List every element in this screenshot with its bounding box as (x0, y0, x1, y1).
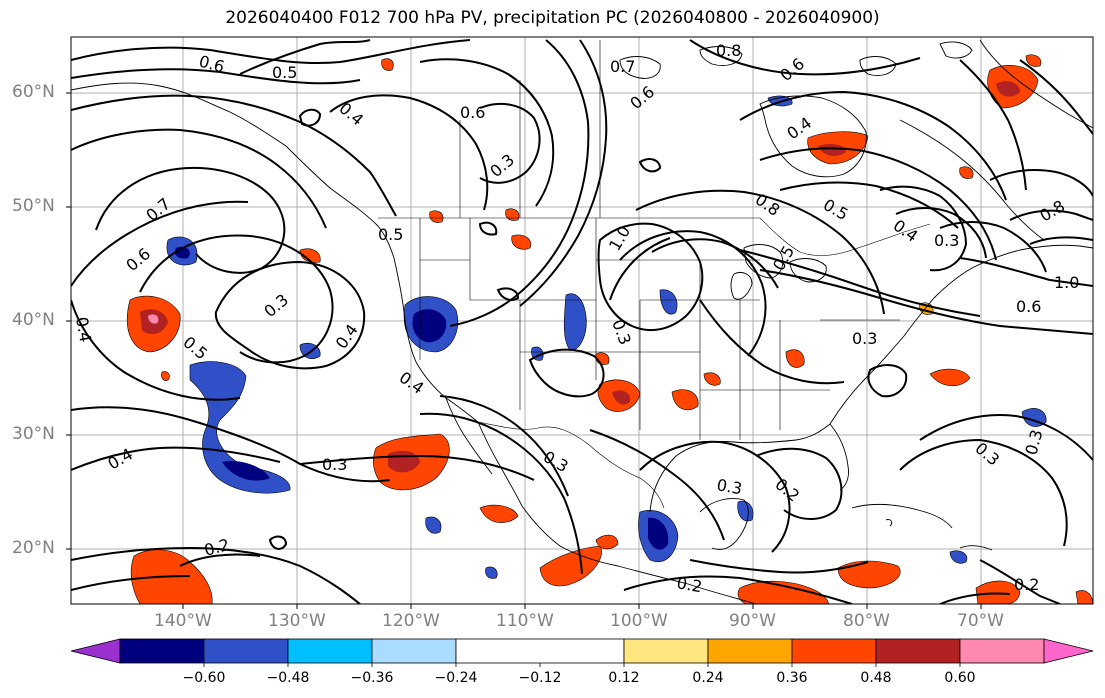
colorbar-segment (623, 638, 709, 664)
precip-region (1025, 54, 1042, 67)
precip-region (612, 390, 631, 405)
contour-label: 0.2 (675, 573, 703, 596)
precip-region (959, 166, 974, 179)
contour-label: 0.4 (72, 315, 95, 343)
axis-ticks (66, 92, 982, 609)
colorbar-label: −0.36 (350, 670, 394, 686)
precip-shading (126, 54, 1093, 604)
colorbar-label: −0.48 (266, 670, 310, 686)
colorbar (70, 638, 1094, 667)
map-title: 2026040400 F012 700 hPa PV, precipitatio… (225, 8, 880, 28)
lon-label: 90°W (729, 611, 776, 631)
precip-region (703, 372, 721, 386)
precip-region (189, 361, 291, 494)
precip-region (949, 550, 968, 564)
colorbar-segment (455, 638, 625, 664)
colorbar-label: −0.12 (518, 670, 562, 686)
precip-region (222, 460, 270, 481)
precip-region (161, 371, 170, 381)
lon-label: 140°W (154, 611, 212, 631)
precip-region (648, 517, 669, 550)
contour-label: 0.3 (322, 455, 347, 474)
colorbar-label: −0.60 (182, 670, 226, 686)
precip-region (737, 500, 754, 522)
lat-label: 50°N (12, 196, 55, 216)
lon-label: 80°W (843, 611, 890, 631)
lat-label: 30°N (12, 424, 55, 444)
contour-label: 0.3 (715, 475, 743, 498)
precip-region (929, 368, 971, 387)
colorbar-segment (791, 638, 877, 664)
precip-region (425, 516, 442, 534)
colorbar-segment (875, 638, 961, 664)
precip-region (659, 289, 678, 315)
contour-label: 0.6 (460, 103, 485, 122)
colorbar-segment (70, 638, 121, 664)
contour-label: 0.2 (1014, 575, 1039, 594)
contour-label: 0.7 (610, 57, 635, 76)
precip-region (505, 208, 520, 221)
precip-region (837, 560, 901, 589)
precip-region (595, 534, 619, 550)
precip-region (539, 545, 602, 587)
contour-label: 0.5 (272, 63, 297, 82)
lon-label: 110°W (496, 611, 554, 631)
lon-label: 130°W (268, 611, 326, 631)
contour-label: 0.6 (1016, 297, 1041, 316)
precip-region (1075, 590, 1093, 604)
colorbar-segment (707, 638, 793, 664)
coastlines (71, 39, 1093, 604)
colorbar-segment (119, 638, 205, 664)
colorbar-segment (959, 638, 1045, 664)
colorbar-label: −0.24 (434, 670, 478, 686)
precip-region (479, 504, 519, 523)
lat-label: 60°N (12, 82, 55, 102)
colorbar-label: 0.12 (608, 670, 640, 686)
lon-label: 120°W (382, 611, 440, 631)
pv-contours (71, 39, 1093, 604)
contour-label: 1.0 (1054, 273, 1079, 292)
precip-region (485, 566, 498, 579)
colorbar-label: 0.60 (944, 670, 976, 686)
precip-region (381, 58, 394, 71)
colorbar-segment (203, 638, 289, 664)
precip-region (412, 309, 447, 343)
precip-region (818, 144, 846, 156)
contour-label: 0.3 (934, 231, 959, 250)
precip-region (299, 248, 321, 263)
precip-region (671, 389, 699, 411)
colorbar-label: 0.24 (692, 670, 724, 686)
lat-label: 20°N (12, 538, 55, 558)
contour-label: 0.5 (378, 225, 403, 244)
colorbar-segment (287, 638, 373, 664)
lon-label: 100°W (610, 611, 668, 631)
precip-region (148, 314, 159, 324)
contour-label: 0.8 (716, 41, 741, 60)
precip-region (511, 234, 532, 250)
precip-region (996, 81, 1020, 97)
lat-label: 40°N (12, 310, 55, 330)
precip-region (737, 580, 829, 604)
precip-region (563, 293, 587, 351)
contour-label: 0.3 (852, 329, 877, 348)
colorbar-segment (1043, 638, 1094, 664)
colorbar-label: 0.48 (860, 670, 892, 686)
colorbar-label: 0.36 (776, 670, 808, 686)
colorbar-segment (371, 638, 457, 664)
lon-label: 70°W (957, 611, 1004, 631)
precip-region (785, 349, 805, 368)
